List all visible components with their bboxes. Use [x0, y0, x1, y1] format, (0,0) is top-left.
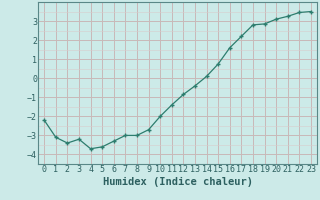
X-axis label: Humidex (Indice chaleur): Humidex (Indice chaleur) — [103, 177, 252, 187]
